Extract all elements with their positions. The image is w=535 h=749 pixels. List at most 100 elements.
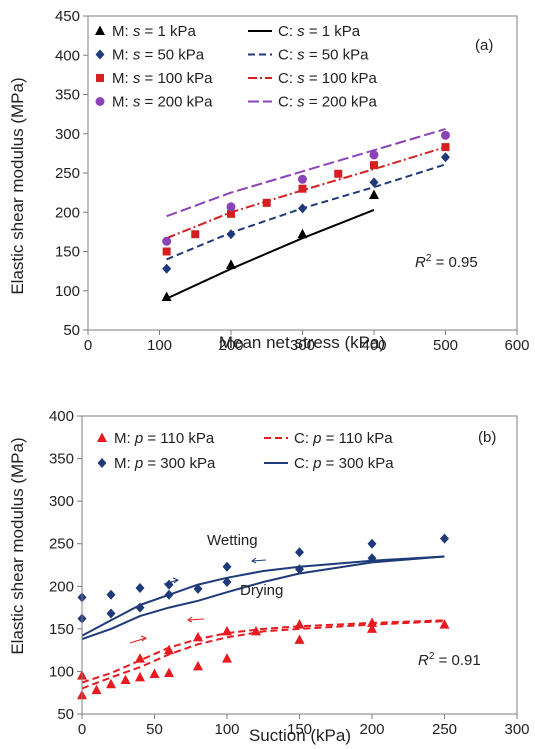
data-point bbox=[120, 674, 131, 684]
r-squared-annotation-b: R2 = 0.91 bbox=[418, 651, 481, 669]
frame-layer-a: 0 100 200 300 400 500 600 50 100 150 200 250 300 350 4… bbox=[55, 8, 530, 354]
x-tick-label: 100 bbox=[214, 721, 239, 738]
y-tick-label: 150 bbox=[55, 244, 80, 261]
x-tick-label: 50 bbox=[146, 721, 163, 738]
x-tick-label: 0 bbox=[78, 721, 86, 738]
data-point bbox=[106, 589, 116, 600]
series-line bbox=[81, 555, 445, 637]
data-point bbox=[298, 174, 307, 184]
data-point bbox=[294, 619, 305, 629]
data-point bbox=[164, 644, 174, 655]
data-point bbox=[164, 667, 174, 678]
data-point bbox=[226, 259, 236, 269]
y-tick-label: 350 bbox=[49, 451, 74, 468]
frame-layer-b: 0 50 100 150 200 250 3005010015020025030035040… bbox=[49, 408, 530, 738]
y-tick-label: 300 bbox=[55, 126, 80, 143]
data-point bbox=[295, 547, 304, 558]
y-tick-label: 350 bbox=[55, 87, 80, 104]
legend-b: M: p = 110 kPa M: p = 300 kPa C: p = 110 k… bbox=[97, 430, 394, 472]
r-squared-annotation-a: R2 = 0.95 bbox=[415, 253, 478, 271]
plot-layer-b bbox=[77, 533, 450, 700]
legend-entry: C: p = 110 kPa bbox=[294, 430, 393, 447]
y-tick-label: 450 bbox=[55, 8, 80, 25]
data-point bbox=[298, 184, 307, 193]
data-point bbox=[367, 623, 377, 633]
drying-label: Drying bbox=[240, 582, 283, 599]
data-point bbox=[91, 684, 102, 695]
data-point bbox=[262, 198, 271, 207]
y-tick-label: 300 bbox=[49, 493, 74, 510]
y-tick-label: 400 bbox=[49, 408, 74, 425]
data-point bbox=[440, 533, 449, 544]
data-point bbox=[227, 209, 235, 218]
legend-entry: M: s = 100 kPa bbox=[112, 70, 213, 87]
data-point bbox=[295, 564, 304, 575]
plot-layer-a bbox=[161, 128, 450, 302]
data-point bbox=[106, 678, 116, 689]
data-point bbox=[294, 634, 305, 644]
data-point bbox=[226, 229, 236, 240]
data-point bbox=[161, 291, 172, 302]
y-tick-label: 100 bbox=[49, 663, 74, 680]
legend-entry: M: s = 200 kPa bbox=[112, 94, 213, 111]
legend-entry: M: p = 300 kPa bbox=[114, 455, 216, 472]
y-tick-label: 50 bbox=[57, 706, 74, 723]
series-line bbox=[166, 208, 375, 300]
legend-entry: M: p = 110 kPa bbox=[114, 430, 215, 447]
data-point bbox=[162, 236, 172, 246]
series-line bbox=[81, 619, 445, 684]
x-tick-label: 0 bbox=[84, 337, 92, 354]
y-axis-title-b: Elastic shear modulus (MPa) bbox=[8, 437, 27, 654]
y-tick-label: 250 bbox=[49, 536, 74, 553]
legend-entry: C: s = 100 kPa bbox=[278, 70, 377, 87]
data-point bbox=[106, 608, 116, 619]
wetting-arrow-icon bbox=[251, 557, 267, 564]
data-point bbox=[370, 161, 378, 170]
red-wetting-arrow-icon bbox=[187, 616, 205, 623]
legend-a: M: s = 1 kPa M: s = 50 kPa M: s = 100 kPa M… bbox=[95, 23, 377, 111]
x-axis-title-b: Suction (kPa) bbox=[249, 726, 351, 745]
data-point bbox=[162, 247, 171, 256]
data-point bbox=[297, 228, 308, 239]
chart-panel-b: 0 50 100 150 200 250 3005010015020025030035040… bbox=[8, 408, 530, 745]
data-point bbox=[369, 177, 379, 188]
series-line bbox=[81, 620, 445, 690]
x-axis-title-a: Mean net stress (kPa) bbox=[219, 333, 385, 352]
x-tick-label: 300 bbox=[504, 721, 529, 738]
y-tick-label: 200 bbox=[55, 204, 80, 221]
data-point bbox=[162, 263, 172, 274]
data-point bbox=[193, 660, 203, 671]
data-point bbox=[369, 150, 379, 160]
y-tick-label: 150 bbox=[49, 621, 74, 638]
data-point bbox=[164, 589, 174, 600]
legend-entry: C: s = 200 kPa bbox=[278, 94, 377, 111]
data-point bbox=[135, 653, 145, 663]
x-tick-label: 600 bbox=[504, 337, 529, 354]
data-point bbox=[222, 577, 232, 588]
data-point bbox=[226, 202, 236, 212]
legend-marker bbox=[97, 458, 107, 468]
data-point bbox=[369, 189, 379, 199]
data-point bbox=[135, 602, 145, 613]
data-point bbox=[193, 631, 203, 642]
legend-marker bbox=[95, 25, 105, 35]
data-point bbox=[441, 152, 450, 163]
y-tick-label: 200 bbox=[49, 578, 74, 595]
data-point bbox=[251, 625, 261, 636]
data-point bbox=[191, 230, 200, 239]
legend-entry: C: p = 300 kPa bbox=[294, 455, 394, 472]
legend-marker bbox=[97, 432, 107, 442]
chart-panel-a: 0 100 200 300 400 500 600 50 100 150 200 250 300 350 4… bbox=[8, 8, 530, 354]
y-tick-label: 100 bbox=[55, 283, 80, 300]
x-tick-label: 100 bbox=[147, 337, 172, 354]
data-point bbox=[441, 143, 450, 152]
legend-marker bbox=[96, 74, 104, 82]
y-tick-label: 50 bbox=[63, 322, 80, 339]
data-point bbox=[135, 671, 145, 682]
legend-entry: M: s = 50 kPa bbox=[112, 47, 205, 64]
wetting-label: Wetting bbox=[207, 532, 258, 549]
data-point bbox=[367, 553, 377, 564]
red-drying-arrow-icon bbox=[129, 635, 148, 644]
panel-label-a: (a) bbox=[475, 37, 493, 54]
